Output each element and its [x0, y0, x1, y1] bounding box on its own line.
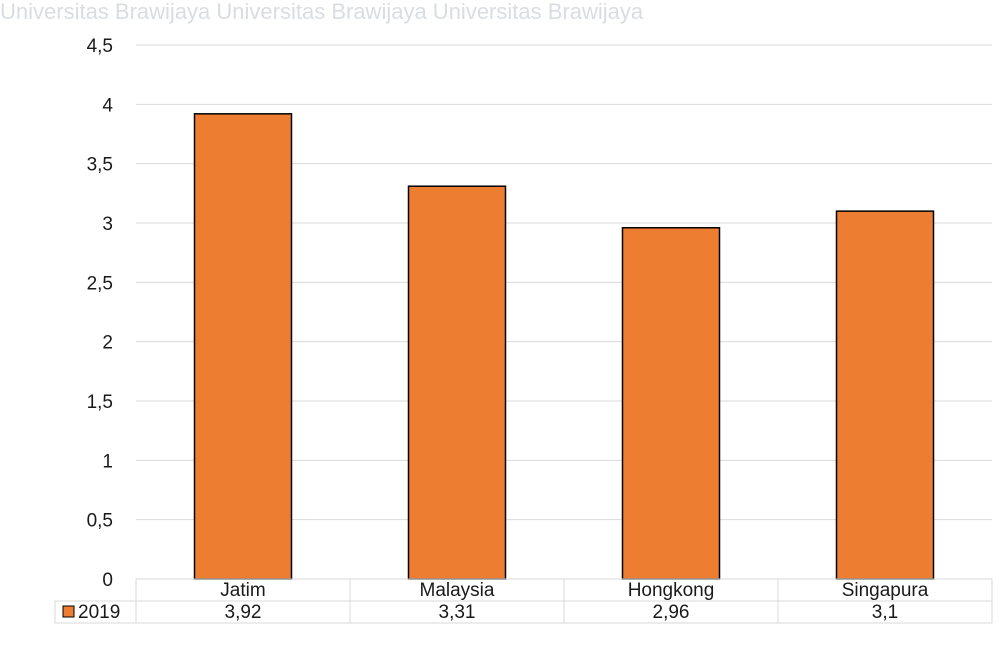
y-tick-label: 1,5 — [87, 392, 113, 413]
y-tick-label: 0,5 — [87, 511, 113, 532]
bars — [193, 113, 935, 580]
data-label: 3,1 — [872, 602, 898, 623]
legend-swatch — [62, 605, 75, 618]
y-tick-label: 3,5 — [87, 155, 113, 176]
category-label: Jatim — [220, 580, 265, 601]
y-tick-label: 3 — [102, 214, 113, 235]
legend-label: 2019 — [78, 602, 120, 623]
y-axis-labels: 0 0,5 1 1,5 2 2,5 3 3,5 4 4,5 — [87, 36, 114, 591]
data-label: 3,31 — [439, 602, 476, 623]
bar-malaysia — [407, 185, 507, 580]
y-tick-label: 2,5 — [87, 273, 113, 294]
bar-jatim — [193, 113, 293, 580]
y-tick-label: 4,5 — [87, 36, 113, 57]
watermark-text: Universitas Brawijaya Universitas Brawij… — [0, 0, 644, 24]
y-tick-label: 0 — [102, 570, 113, 591]
data-label: 3,92 — [225, 602, 262, 623]
bar-singapura — [835, 210, 935, 580]
category-label: Malaysia — [420, 580, 495, 601]
y-tick-label: 2 — [102, 333, 113, 354]
y-tick-label: 4 — [102, 95, 113, 116]
category-label: Singapura — [842, 580, 929, 601]
category-label: Hongkong — [628, 580, 715, 601]
y-tick-label: 1 — [102, 451, 113, 472]
watermark: Universitas Brawijaya Universitas Brawij… — [0, 0, 644, 24]
bar-hongkong — [621, 226, 721, 580]
data-label: 2,96 — [653, 602, 690, 623]
